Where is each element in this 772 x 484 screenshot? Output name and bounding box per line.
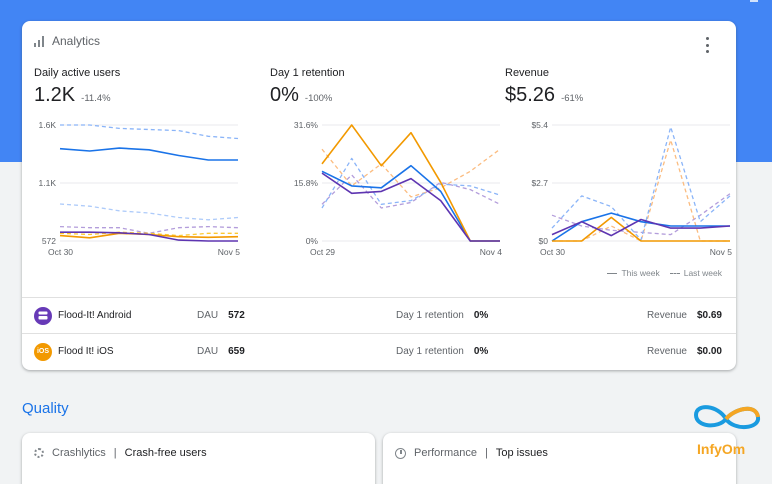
crashlytics-metric: Crash-free users: [124, 447, 207, 459]
y-tick-label: 572: [42, 236, 56, 246]
y-tick-label: 15.8%: [294, 178, 319, 188]
metric-value: 0%: [270, 84, 299, 106]
x-tick-label: Oct 30: [48, 247, 73, 257]
crashlytics-icon: [34, 448, 44, 458]
crashlytics-product: Crashlytics: [52, 447, 106, 459]
x-tick-label: Nov 4: [480, 247, 502, 257]
app-dau: DAU 572: [197, 310, 245, 321]
y-tick-label: 0%: [306, 236, 319, 246]
app-row-ios[interactable]: iOS Flood It! iOS DAU 659 Day 1 retention…: [22, 333, 736, 369]
series-line-this-week: [551, 218, 731, 237]
performance-header: Performance | Top issues: [395, 447, 548, 459]
header-separator: |: [484, 447, 488, 459]
y-tick-label: 31.6%: [294, 120, 319, 130]
app-name: Flood-It! Android: [58, 310, 132, 321]
y-tick-label: $0: [539, 236, 549, 246]
analytics-title: Analytics: [52, 34, 101, 48]
metric-delta: -11.4%: [81, 93, 111, 104]
performance-metric: Top issues: [495, 447, 548, 459]
ios-app-icon: iOS: [34, 342, 52, 361]
performance-product: Performance: [414, 447, 477, 459]
infyom-logo: InfyOm: [688, 397, 764, 461]
app-row-android[interactable]: Flood-It! Android DAU 572 Day 1 retention…: [22, 297, 736, 333]
legend-last-week: Last week: [669, 268, 722, 278]
app-name: Flood It! iOS: [58, 346, 114, 357]
app-revenue: Revenue $0.00: [646, 346, 722, 357]
metric-dau[interactable]: Daily active users 1.2K -11.4%: [34, 67, 120, 107]
legend-this-week: This week: [607, 268, 660, 278]
more-options-icon[interactable]: [704, 37, 710, 53]
metric-delta: -61%: [561, 93, 584, 104]
series-line-last-week: [59, 225, 239, 234]
metric-delta: -100%: [304, 93, 333, 104]
series-line-last-week: [551, 126, 731, 241]
series-line-this-week: [321, 172, 500, 242]
x-tick-label: Nov 5: [218, 247, 240, 257]
metric-revenue[interactable]: Revenue $5.26 -61%: [505, 67, 583, 107]
metric-label: Revenue: [505, 67, 550, 79]
legend-label: Last week: [683, 268, 722, 278]
series-line-last-week: [321, 174, 501, 209]
series-line-this-week: [551, 212, 730, 242]
bar-chart-icon: [34, 35, 44, 47]
metric-label: Day 1 retention: [270, 67, 345, 79]
series-line-this-week: [60, 231, 238, 242]
app-retention: Day 1 retention 0%: [396, 310, 489, 321]
series-line-last-week: [321, 157, 501, 209]
x-tick-label: Nov 5: [710, 247, 732, 257]
header-corner-mark: [750, 0, 758, 2]
analytics-header: Analytics: [34, 34, 100, 48]
y-tick-label: 1.6K: [39, 120, 57, 130]
crashlytics-header: Crashlytics | Crash-free users: [34, 447, 207, 459]
series-line-this-week: [59, 147, 238, 161]
dau-chart[interactable]: 572 1.1K 1.6K Oct 30 Nov 5: [22, 119, 262, 259]
metric-label: Daily active users: [34, 67, 121, 79]
x-tick-label: Oct 30: [540, 247, 565, 257]
metric-value: $5.26: [505, 84, 556, 106]
android-app-icon: [34, 306, 52, 325]
y-tick-label: 1.1K: [39, 178, 57, 188]
logo-text: InfyOm: [697, 441, 746, 457]
x-tick-label: Oct 29: [310, 247, 335, 257]
performance-card[interactable]: Performance | Top issues: [383, 433, 736, 484]
retention-chart[interactable]: 0% 15.8% 31.6% Oct 29 Nov 4: [260, 119, 502, 259]
performance-gauge-icon: [395, 447, 406, 459]
crashlytics-card[interactable]: Crashlytics | Crash-free users: [22, 433, 375, 484]
y-tick-label: $5.4: [531, 120, 548, 130]
analytics-card: Analytics Daily active users 1.2K -11.4% …: [22, 21, 736, 370]
series-line-last-week: [60, 124, 239, 140]
metric-value: 1.2K: [34, 84, 76, 106]
header-separator: |: [113, 447, 117, 459]
app-revenue: Revenue $0.69: [646, 310, 722, 321]
y-tick-label: $2.7: [531, 178, 548, 188]
series-line-last-week: [59, 203, 239, 221]
metric-retention[interactable]: Day 1 retention 0% -100%: [270, 67, 345, 107]
app-retention: Day 1 retention 0%: [396, 346, 489, 357]
revenue-chart[interactable]: $0 $2.7 $5.4 Oct 30 Nov 5: [498, 119, 736, 259]
chart-legend: This week Last week: [607, 268, 722, 278]
series-line-last-week: [321, 148, 501, 198]
app-dau: DAU 659: [197, 346, 245, 357]
quality-section-title: Quality: [22, 400, 69, 417]
legend-label: This week: [621, 268, 660, 278]
infinity-logo-icon: [693, 405, 760, 429]
series-line-last-week: [59, 231, 238, 237]
ios-icon-text: iOS: [36, 348, 50, 355]
series-line-this-week: [552, 216, 730, 242]
series-line-last-week: [551, 193, 731, 236]
